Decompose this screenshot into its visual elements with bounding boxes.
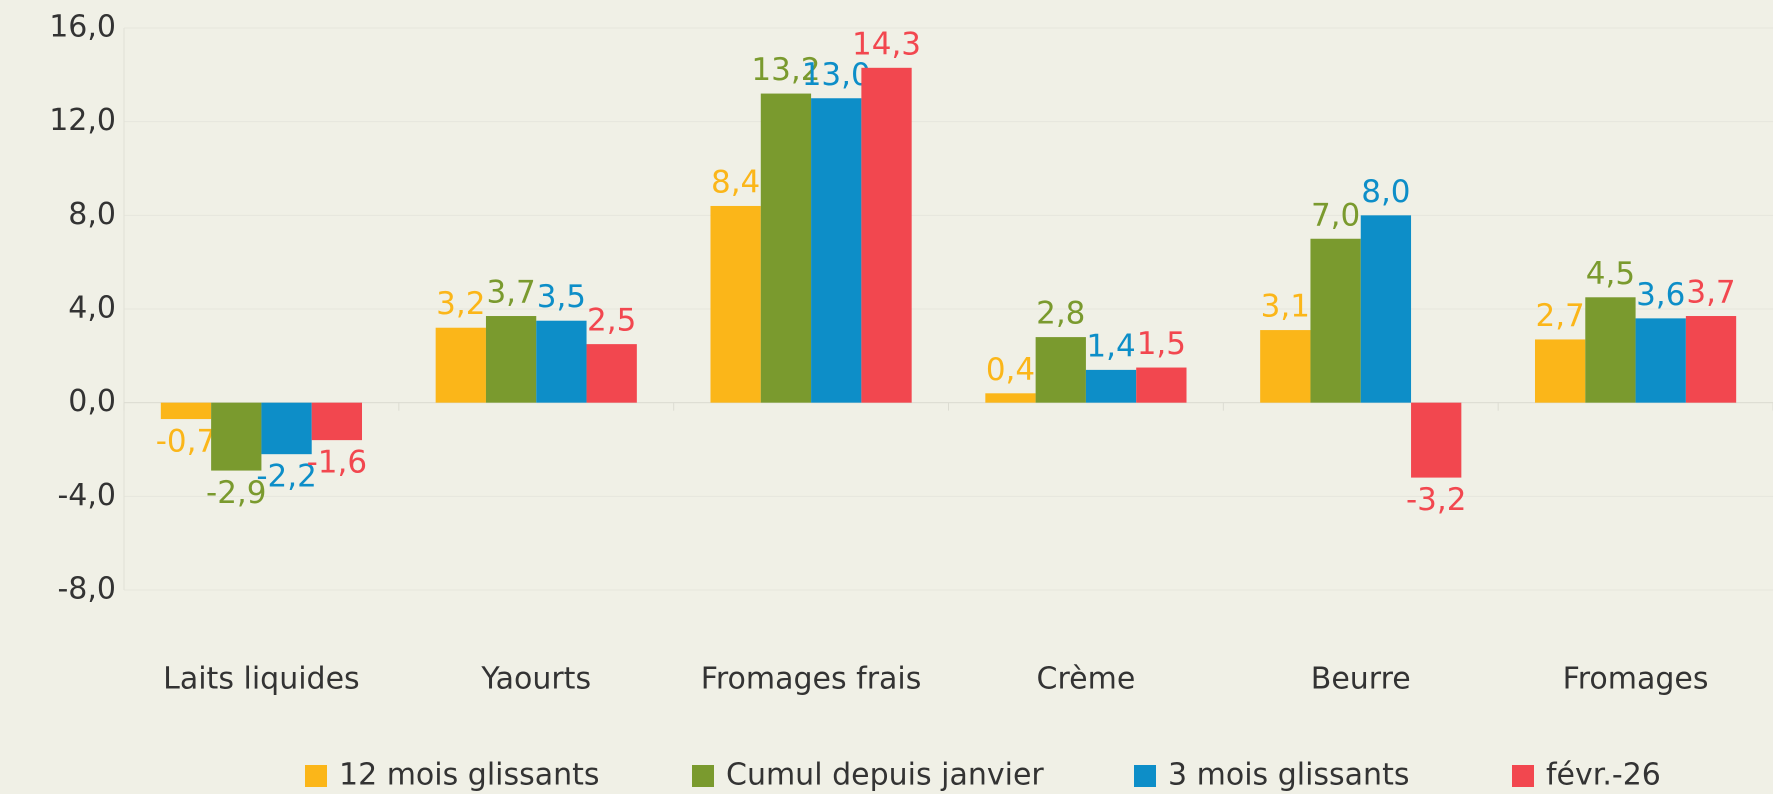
bar [311, 402, 363, 441]
data-label: 3,2 [436, 286, 485, 322]
bar [1585, 297, 1636, 403]
bar [536, 320, 587, 403]
y-tick-label: 16,0 [49, 10, 116, 45]
legend-swatch [1512, 765, 1534, 787]
bar [586, 344, 637, 403]
data-label: 3,6 [1636, 277, 1685, 313]
legend-swatch [692, 765, 714, 787]
bar [1534, 339, 1586, 403]
bar [1035, 337, 1086, 403]
data-label: 2,7 [1535, 298, 1584, 334]
legend-swatch [305, 765, 327, 787]
bar [1310, 238, 1361, 403]
bar [1085, 369, 1137, 403]
x-tick-label: Crème [1037, 662, 1136, 697]
data-label: 3,7 [1686, 275, 1735, 311]
x-tick-label: Laits liquides [163, 662, 360, 697]
bar [1260, 330, 1311, 403]
bar [261, 402, 312, 455]
data-label: -1,6 [307, 445, 368, 481]
data-label: 3,7 [486, 275, 535, 311]
data-label: 1,4 [1086, 328, 1135, 364]
bar [211, 402, 262, 471]
x-tick-label: Beurre [1311, 662, 1411, 697]
data-label: -3,2 [1406, 482, 1467, 518]
data-label: 4,5 [1586, 256, 1635, 292]
legend-label: févr.-26 [1546, 758, 1661, 793]
y-tick-label: 8,0 [68, 197, 116, 232]
bar [811, 98, 862, 403]
bar [985, 393, 1036, 403]
bar [861, 67, 912, 403]
data-label: 3,1 [1261, 289, 1310, 325]
x-tick-label: Fromages frais [701, 662, 922, 697]
legend-label: 12 mois glissants [339, 758, 600, 793]
bar [485, 316, 537, 403]
bar [1360, 215, 1412, 403]
legend-label: Cumul depuis janvier [726, 758, 1044, 793]
data-label: 7,0 [1311, 197, 1360, 233]
data-label: 14,3 [852, 26, 921, 62]
data-label: -2,2 [256, 459, 317, 495]
bar [160, 402, 212, 420]
x-tick-label: Fromages [1563, 662, 1709, 697]
data-label: 0,4 [986, 352, 1035, 388]
data-label: -2,9 [206, 475, 267, 511]
data-label: -0,7 [156, 424, 217, 460]
bar [435, 327, 486, 403]
bar [1685, 316, 1737, 403]
data-label: 2,8 [1036, 296, 1085, 332]
bar [1635, 318, 1686, 403]
data-label: 3,5 [537, 279, 586, 315]
data-label: 2,5 [587, 303, 636, 339]
data-label: 13,0 [802, 57, 871, 93]
legend-swatch [1134, 765, 1156, 787]
bar [710, 205, 761, 403]
y-tick-label: 0,0 [68, 384, 116, 419]
y-tick-label: -8,0 [57, 572, 116, 607]
x-tick-label: Yaourts [480, 662, 591, 697]
y-tick-label: 12,0 [49, 103, 116, 138]
data-label: 8,4 [711, 164, 760, 200]
y-tick-label: -4,0 [57, 478, 116, 513]
y-tick-label: 4,0 [68, 291, 116, 326]
legend-label: 3 mois glissants [1168, 758, 1409, 793]
bar [760, 93, 812, 403]
bar [1136, 367, 1187, 403]
data-label: 13,2 [751, 52, 820, 88]
bar [1411, 402, 1462, 478]
data-label: 1,5 [1137, 326, 1186, 362]
data-label: 8,0 [1361, 174, 1410, 210]
